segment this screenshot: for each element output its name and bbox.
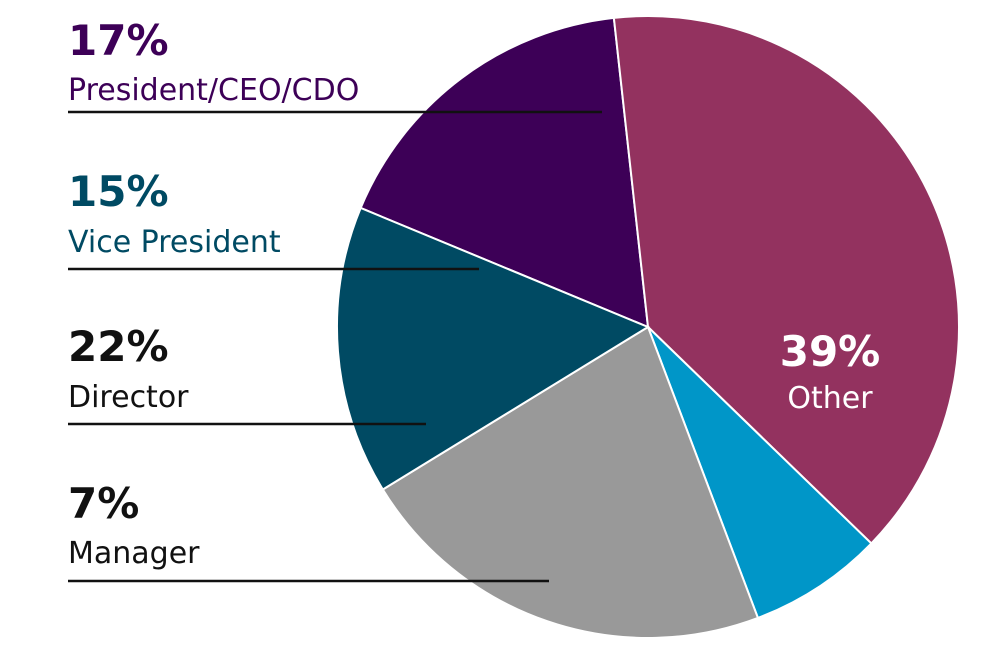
pie-slice-vice-president <box>336 206 651 491</box>
category-label-director: Director <box>68 380 189 415</box>
percent-label-president-ceo-cdo: 17% <box>68 16 169 65</box>
pie-slice-other <box>612 15 960 545</box>
pie-slice-director <box>381 325 760 639</box>
percent-label-vice-president: 15% <box>68 167 169 216</box>
pie-slice-manager <box>647 326 873 620</box>
pie-slice-president-ceo-cdo <box>359 16 650 329</box>
category-label-other: Other <box>787 381 873 416</box>
category-label-manager: Manager <box>68 536 200 571</box>
percent-label-manager: 7% <box>68 479 139 528</box>
percent-label-director: 22% <box>68 322 169 371</box>
category-label-president-ceo-cdo: President/CEO/CDO <box>68 73 359 108</box>
category-label-vice-president: Vice President <box>68 225 281 260</box>
percent-label-other: 39% <box>780 327 881 376</box>
